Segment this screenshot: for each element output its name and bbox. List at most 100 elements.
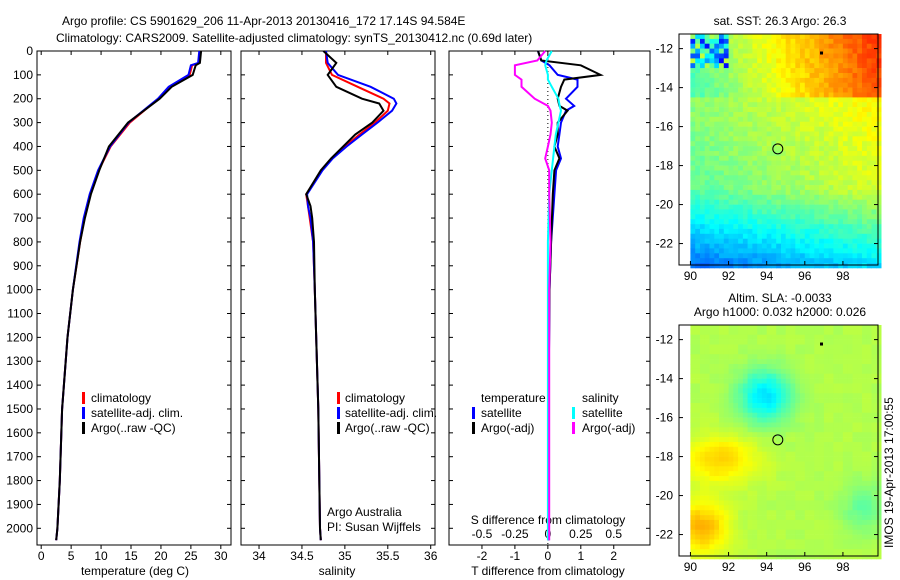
- sla-map-subtitle: Argo h1000: 0.032 h2000: 0.026: [694, 305, 866, 319]
- map-cell: [709, 344, 715, 350]
- map-cell: [785, 476, 791, 482]
- map-cell: [847, 446, 853, 452]
- map-cell: [747, 82, 753, 88]
- map-cell: [757, 58, 763, 64]
- map-cell: [852, 224, 858, 230]
- map-cell: [871, 334, 877, 340]
- map-cell: [800, 529, 806, 535]
- map-cell: [838, 151, 844, 157]
- map-cell: [766, 204, 772, 210]
- x-tick-label: 30: [214, 549, 228, 563]
- map-cell: [866, 136, 872, 142]
- map-cell: [809, 263, 815, 269]
- map-cell: [723, 549, 729, 555]
- map-cell: [847, 107, 853, 113]
- map-cell: [714, 427, 720, 433]
- map-cell: [828, 554, 834, 560]
- map-cell: [814, 38, 820, 45]
- map-cell: [862, 180, 868, 186]
- map-cell: [771, 58, 777, 64]
- y-tick-label: 1000: [6, 283, 33, 297]
- map-cell: [847, 238, 853, 244]
- map-cell: [733, 466, 739, 472]
- map-cell: [842, 87, 849, 93]
- map-cell: [695, 368, 701, 375]
- map-cell: [714, 490, 720, 496]
- map-cell: [871, 451, 877, 457]
- map-cell: [862, 53, 868, 59]
- map-cell: [866, 422, 872, 428]
- map-cell: [819, 505, 825, 511]
- map-cell: [771, 403, 777, 409]
- map-cell: [690, 233, 696, 239]
- map-cell: [833, 170, 839, 176]
- map-cell: [833, 515, 839, 521]
- map-cell: [752, 510, 758, 516]
- map-cell: [781, 175, 787, 181]
- map-cell: [776, 170, 782, 176]
- map-cell: [761, 554, 768, 560]
- map-cell: [714, 505, 720, 511]
- map-cell: [819, 121, 825, 127]
- map-cell: [733, 248, 739, 254]
- map-cell: [757, 102, 763, 108]
- map-cell: [761, 38, 768, 45]
- map-cell: [766, 325, 772, 331]
- map-cell: [738, 461, 744, 467]
- map-cell: [866, 407, 872, 413]
- xlabel-temperature: temperature (deg C): [81, 564, 189, 578]
- map-cell: [776, 58, 782, 64]
- map-cell: [700, 451, 706, 457]
- map-cell: [814, 48, 820, 54]
- map-cell: [871, 480, 877, 487]
- map-cell: [838, 63, 844, 69]
- map-cell: [771, 476, 777, 482]
- map-cell: [876, 485, 882, 491]
- map-cell: [785, 63, 791, 69]
- map-cell: [714, 185, 720, 191]
- map-cell: [857, 126, 863, 132]
- map-cell: [823, 238, 830, 244]
- map-cell: [733, 175, 739, 181]
- map-cell: [809, 485, 815, 491]
- map-cell: [690, 500, 696, 506]
- map-cell: [876, 185, 882, 191]
- map-cell: [761, 446, 768, 452]
- map-cell: [709, 534, 715, 540]
- map-cell: [876, 97, 882, 103]
- map-cell: [800, 107, 806, 113]
- map-cell: [852, 524, 858, 530]
- map-cell: [866, 258, 872, 264]
- map-cell: [747, 490, 753, 496]
- map-cell: [723, 349, 729, 355]
- map-cell: [800, 422, 806, 428]
- map-cell: [771, 92, 777, 98]
- map-cell: [852, 354, 858, 360]
- map-cell: [852, 48, 858, 54]
- map-cell: [738, 224, 744, 230]
- map-cell: [876, 170, 882, 176]
- map-cell: [800, 427, 806, 433]
- map-cell: [876, 38, 882, 45]
- map-cell: [857, 243, 863, 249]
- map-cell: [742, 180, 749, 186]
- map-cell: [876, 73, 882, 79]
- x-tick-label: 98: [836, 269, 850, 283]
- map-cell: [857, 422, 863, 428]
- map-cell: [719, 329, 725, 336]
- map-cell: [823, 471, 830, 477]
- map-cell: [695, 73, 701, 79]
- map-cell: [847, 442, 853, 448]
- map-cell: [876, 116, 882, 122]
- map-cell: [695, 204, 701, 210]
- map-cell: [833, 476, 839, 482]
- map-cell: [866, 446, 872, 452]
- map-cell: [766, 329, 772, 336]
- map-cell: [695, 519, 701, 526]
- map-cell: [800, 38, 806, 45]
- map-cell: [866, 165, 872, 171]
- map-cell: [714, 407, 720, 413]
- map-cell: [790, 180, 796, 186]
- map-cell: [876, 505, 882, 511]
- map-cell: [833, 43, 839, 49]
